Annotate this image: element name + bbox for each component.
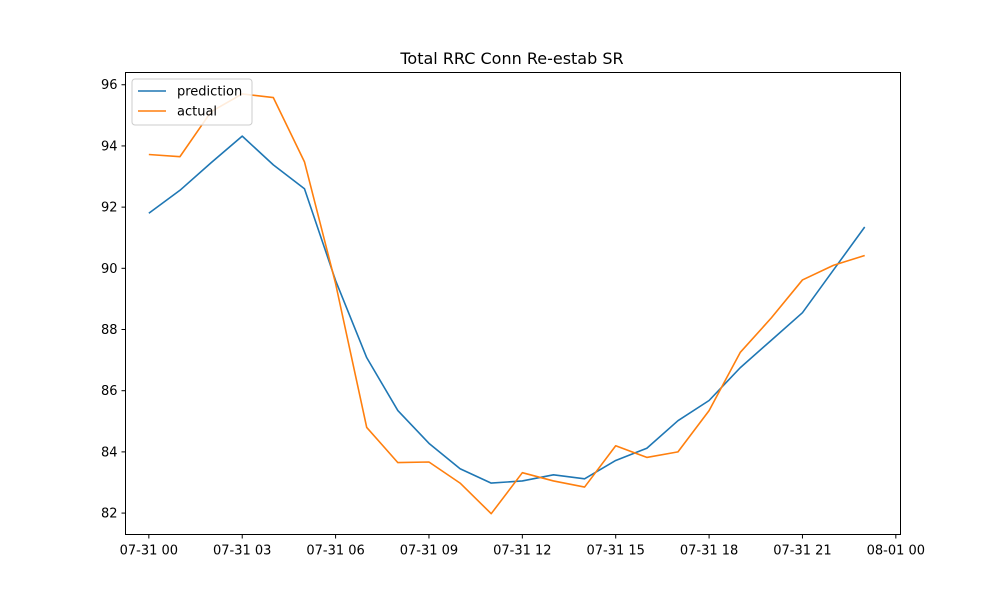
y-tick-label: 96 [101,78,118,93]
y-axis: 82 84 86 88 90 92 94 96 [101,78,126,522]
legend-label-actual: actual [177,105,217,120]
x-tick-label: 07-31 18 [680,544,738,559]
x-tick-label: 07-31 15 [586,544,644,559]
axes-frame [125,72,901,535]
y-tick-label: 90 [101,262,118,277]
x-tick-label: 07-31 21 [773,544,831,559]
y-tick-label: 84 [101,445,118,460]
series-line-actual [148,93,865,515]
x-tick-label: 07-31 00 [120,544,178,559]
x-tick-label: 07-31 09 [400,544,458,559]
x-tick-label: 07-31 03 [213,544,271,559]
y-tick-label: 92 [101,201,118,216]
chart-title: Total RRC Conn Re-estab SR [399,49,623,68]
x-tick-label: 08-01 00 [867,544,925,559]
legend: prediction actual [131,78,253,126]
y-tick-label: 94 [101,139,118,154]
legend-label-prediction: prediction [177,85,242,100]
series-line-prediction [148,135,866,484]
y-tick-label: 86 [101,384,118,399]
x-axis: 07-31 00 07-31 03 07-31 06 07-31 09 07-31 12… [120,534,925,559]
plot-area [148,93,866,515]
x-tick-label: 07-31 06 [306,544,364,559]
y-tick-label: 82 [101,507,118,522]
y-tick-label: 88 [101,323,118,338]
x-tick-label: 07-31 12 [493,544,551,559]
